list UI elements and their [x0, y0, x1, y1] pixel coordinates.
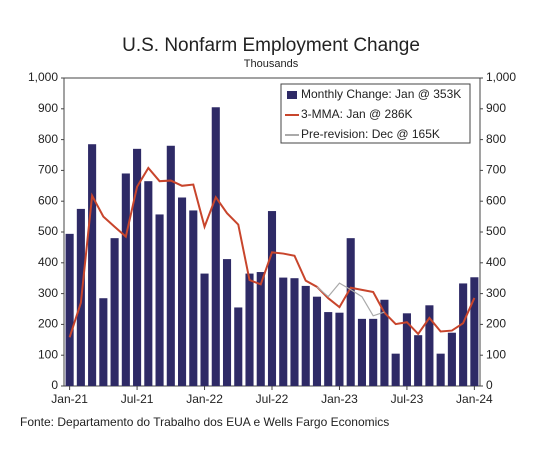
- bar: [335, 312, 344, 386]
- x-tick-label: Jan-21: [51, 392, 88, 406]
- bar: [402, 313, 411, 386]
- bar: [65, 233, 74, 386]
- y2-tick-label: 200: [486, 317, 506, 331]
- y-tick-label: 400: [38, 255, 58, 269]
- chart-subtitle: Thousands: [244, 58, 299, 70]
- bar: [144, 181, 153, 386]
- line: [68, 166, 476, 338]
- bar: [200, 273, 209, 386]
- bar: [324, 312, 333, 386]
- bar: [414, 335, 423, 386]
- y2-tick-label: 0: [486, 378, 493, 392]
- y2-tick-label: 300: [486, 286, 506, 300]
- x-tick-label: Jan-22: [186, 392, 223, 406]
- legend-box: [280, 83, 471, 144]
- y2-tick-label: 600: [486, 193, 506, 207]
- bar: [312, 296, 322, 386]
- x-tick-label: Jan-23: [321, 392, 358, 406]
- bar: [369, 318, 378, 386]
- y-tick-label: 200: [38, 317, 58, 331]
- y2-tick-label: 800: [486, 132, 506, 146]
- y-tick-label: 700: [38, 163, 58, 177]
- chart-title: U.S. Nonfarm Employment Change: [122, 35, 420, 56]
- bar: [245, 273, 254, 386]
- x-tick-label: Jul-21: [121, 392, 154, 406]
- bar: [279, 277, 288, 386]
- bar: [380, 299, 389, 386]
- bar: [189, 210, 198, 386]
- y-tick-label: 300: [38, 286, 58, 300]
- y-tick-label: 100: [38, 347, 58, 361]
- y2-tick-label: 900: [486, 101, 506, 115]
- y-tick-label: 500: [38, 224, 58, 238]
- y2-tick-label: 500: [486, 224, 506, 238]
- bar: [459, 283, 468, 386]
- bar: [133, 148, 142, 386]
- bar: [470, 277, 479, 386]
- y2-tick-label: 1,000: [486, 70, 516, 84]
- bar: [166, 145, 175, 386]
- bar: [99, 298, 108, 386]
- bar: [222, 259, 232, 386]
- bar: [211, 107, 220, 386]
- legend-swatch: [287, 91, 297, 99]
- x-tick-label: Jul-23: [391, 392, 424, 406]
- line: [316, 282, 385, 317]
- bar: [346, 238, 355, 386]
- bar: [267, 211, 277, 386]
- x-tick-label: Jul-22: [256, 392, 289, 406]
- y2-tick-label: 400: [486, 255, 506, 269]
- y-tick-label: 600: [38, 193, 58, 207]
- bar: [88, 144, 97, 386]
- bar: [357, 318, 366, 386]
- bar: [425, 305, 434, 386]
- bar: [110, 238, 119, 386]
- bar: [234, 307, 243, 386]
- legend-label: 3-MMA: Jan @ 286K: [301, 107, 413, 121]
- bar: [155, 214, 164, 386]
- y-tick-label: 0: [51, 378, 58, 392]
- legend-label: Monthly Change: Jan @ 353K: [301, 87, 461, 101]
- bar: [121, 173, 130, 386]
- bar: [447, 332, 456, 386]
- y-tick-label: 800: [38, 132, 58, 146]
- y-tick-label: 900: [38, 101, 58, 115]
- y-tick-label: 1,000: [28, 70, 58, 84]
- bar: [436, 353, 445, 386]
- source-note: Fonte: Departamento do Trabalho dos EUA …: [20, 415, 389, 429]
- y2-tick-label: 100: [486, 347, 506, 361]
- legend-label: Pre-revision: Dec @ 165K: [301, 127, 440, 141]
- y2-tick-label: 700: [486, 163, 506, 177]
- bar: [301, 285, 310, 386]
- bar: [256, 272, 265, 386]
- bar: [391, 353, 400, 386]
- bar: [290, 278, 299, 386]
- bar: [178, 197, 187, 386]
- x-tick-label: Jan-24: [456, 392, 493, 406]
